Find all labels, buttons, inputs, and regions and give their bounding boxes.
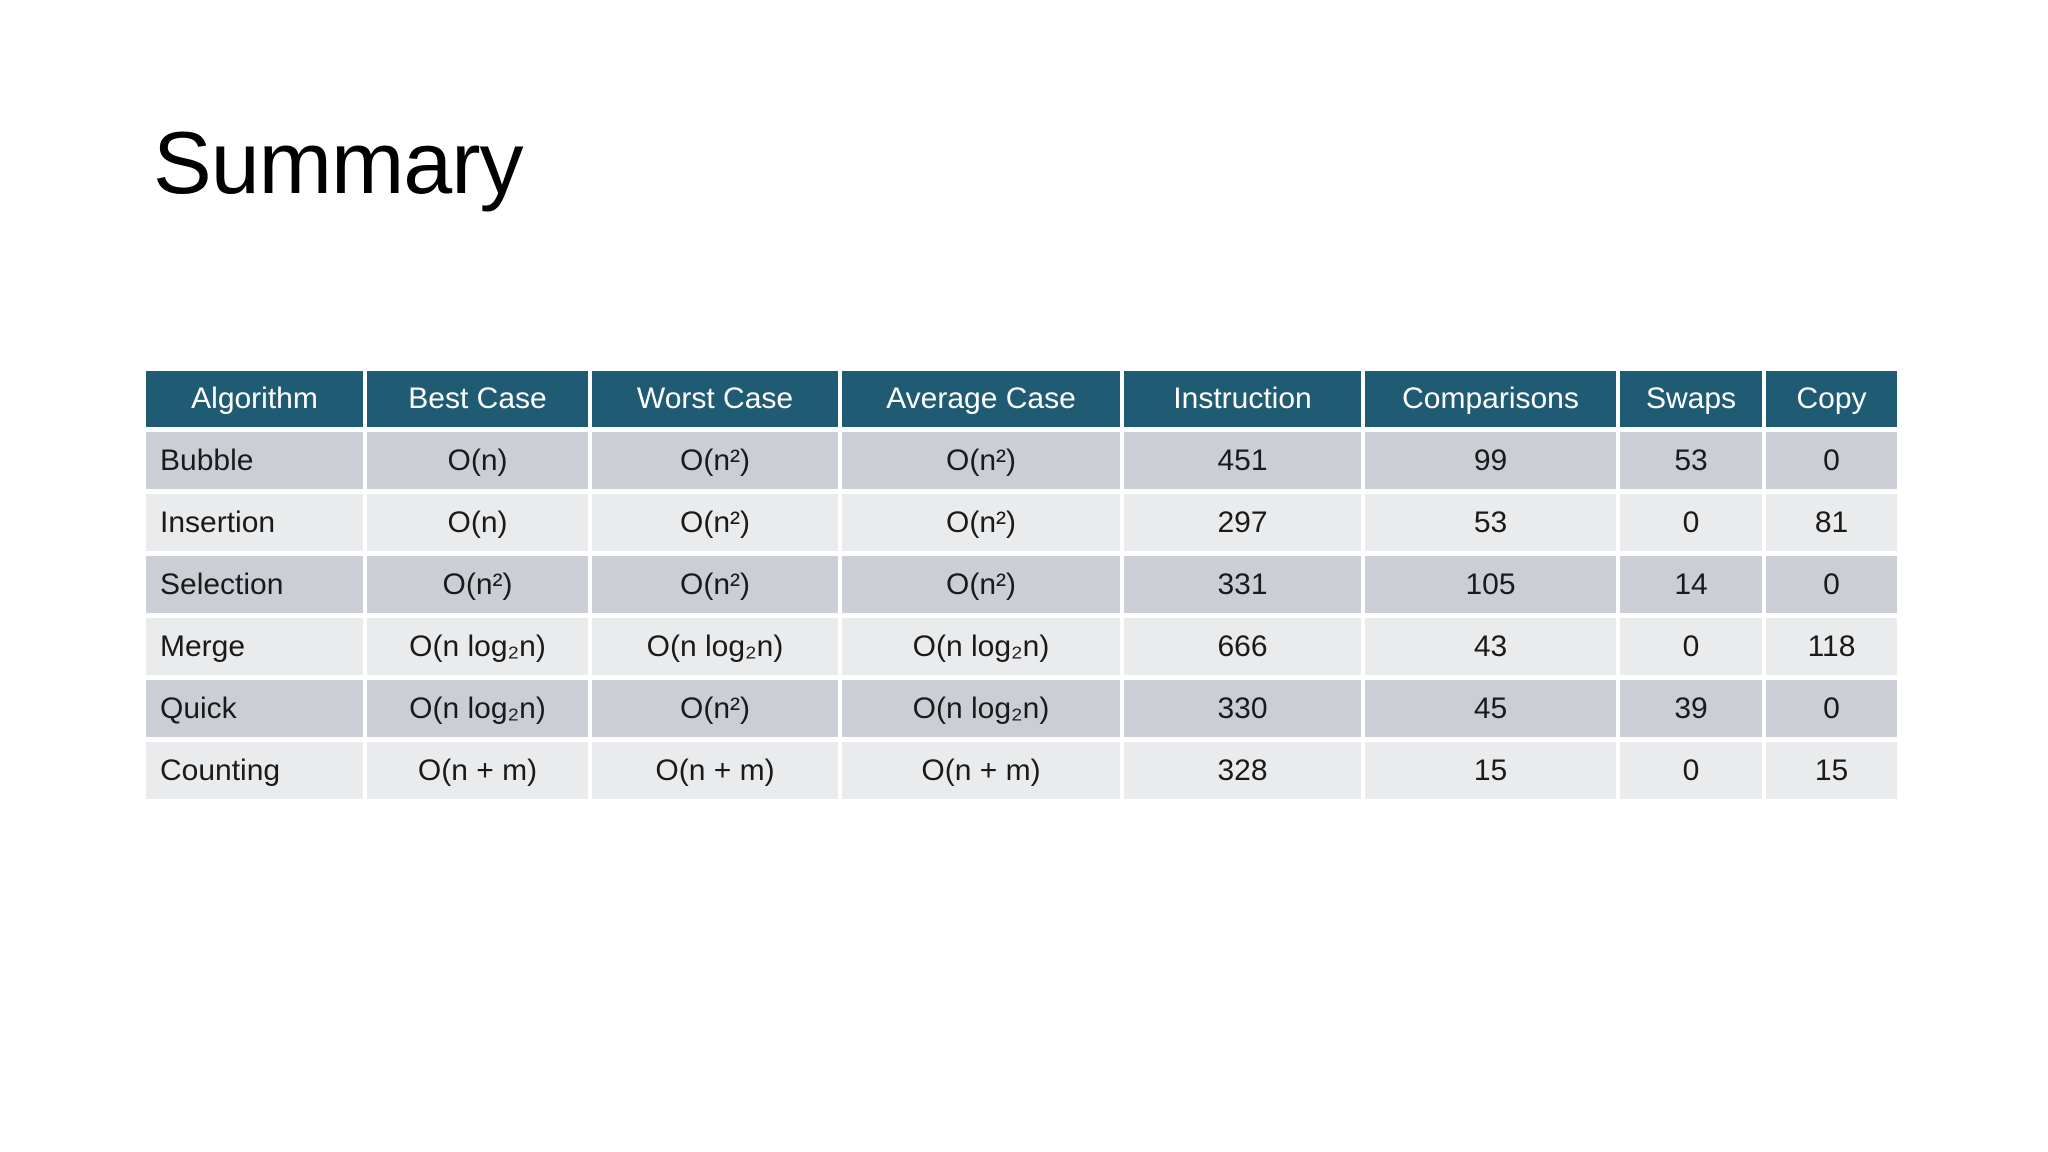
column-header-average-case: Average Case: [842, 371, 1120, 427]
table-row: Merge O(n log₂n) O(n log₂n) O(n log₂n) 666 43…: [146, 618, 1897, 675]
table-row: Quick O(n log₂n) O(n²) O(n log₂n) 330 45 39 0: [146, 680, 1897, 737]
cell: O(n²): [592, 556, 838, 613]
cell: 45: [1365, 680, 1616, 737]
cell: 331: [1124, 556, 1361, 613]
cell: O(n log₂n): [592, 618, 838, 675]
cell: O(n²): [842, 494, 1120, 551]
cell: O(n + m): [592, 742, 838, 799]
cell: O(n log₂n): [842, 680, 1120, 737]
cell: 14: [1620, 556, 1762, 613]
cell: 328: [1124, 742, 1361, 799]
row-label-cell: Bubble: [146, 432, 363, 489]
cell: 297: [1124, 494, 1361, 551]
cell: O(n²): [842, 556, 1120, 613]
column-header-comparisons: Comparisons: [1365, 371, 1616, 427]
cell: 53: [1620, 432, 1762, 489]
table-row: Selection O(n²) O(n²) O(n²) 331 105 14 0: [146, 556, 1897, 613]
cell: 53: [1365, 494, 1616, 551]
cell: O(n + m): [367, 742, 588, 799]
table-header-row: Algorithm Best Case Worst Case Average Case…: [146, 371, 1897, 427]
column-header-instruction: Instruction: [1124, 371, 1361, 427]
cell: 15: [1365, 742, 1616, 799]
cell: O(n log₂n): [367, 680, 588, 737]
cell: O(n): [367, 432, 588, 489]
cell: 105: [1365, 556, 1616, 613]
cell: O(n²): [842, 432, 1120, 489]
cell: 43: [1365, 618, 1616, 675]
table-row: Counting O(n + m) O(n + m) O(n + m) 328 15 0 15: [146, 742, 1897, 799]
cell: 0: [1766, 556, 1897, 613]
cell: O(n log₂n): [367, 618, 588, 675]
column-header-best-case: Best Case: [367, 371, 588, 427]
column-header-worst-case: Worst Case: [592, 371, 838, 427]
cell: 666: [1124, 618, 1361, 675]
cell: O(n): [367, 494, 588, 551]
cell: O(n²): [367, 556, 588, 613]
cell: 451: [1124, 432, 1361, 489]
cell: 15: [1766, 742, 1897, 799]
row-label-cell: Quick: [146, 680, 363, 737]
table-row: Bubble O(n) O(n²) O(n²) 451 99 53 0: [146, 432, 1897, 489]
cell: 0: [1620, 494, 1762, 551]
cell: 81: [1766, 494, 1897, 551]
row-label-cell: Insertion: [146, 494, 363, 551]
slide-title: Summary: [153, 113, 523, 212]
cell: O(n²): [592, 494, 838, 551]
table-row: Insertion O(n) O(n²) O(n²) 297 53 0 81: [146, 494, 1897, 551]
summary-table: Algorithm Best Case Worst Case Average Case…: [142, 366, 1901, 804]
cell: 118: [1766, 618, 1897, 675]
row-label-cell: Selection: [146, 556, 363, 613]
column-header-copy: Copy: [1766, 371, 1897, 427]
cell: 39: [1620, 680, 1762, 737]
cell: 0: [1620, 618, 1762, 675]
row-label-cell: Merge: [146, 618, 363, 675]
cell: O(n²): [592, 680, 838, 737]
cell: 99: [1365, 432, 1616, 489]
cell: 0: [1620, 742, 1762, 799]
cell: 330: [1124, 680, 1361, 737]
cell: 0: [1766, 680, 1897, 737]
column-header-algorithm: Algorithm: [146, 371, 363, 427]
cell: O(n²): [592, 432, 838, 489]
column-header-swaps: Swaps: [1620, 371, 1762, 427]
row-label-cell: Counting: [146, 742, 363, 799]
cell: O(n log₂n): [842, 618, 1120, 675]
cell: 0: [1766, 432, 1897, 489]
cell: O(n + m): [842, 742, 1120, 799]
